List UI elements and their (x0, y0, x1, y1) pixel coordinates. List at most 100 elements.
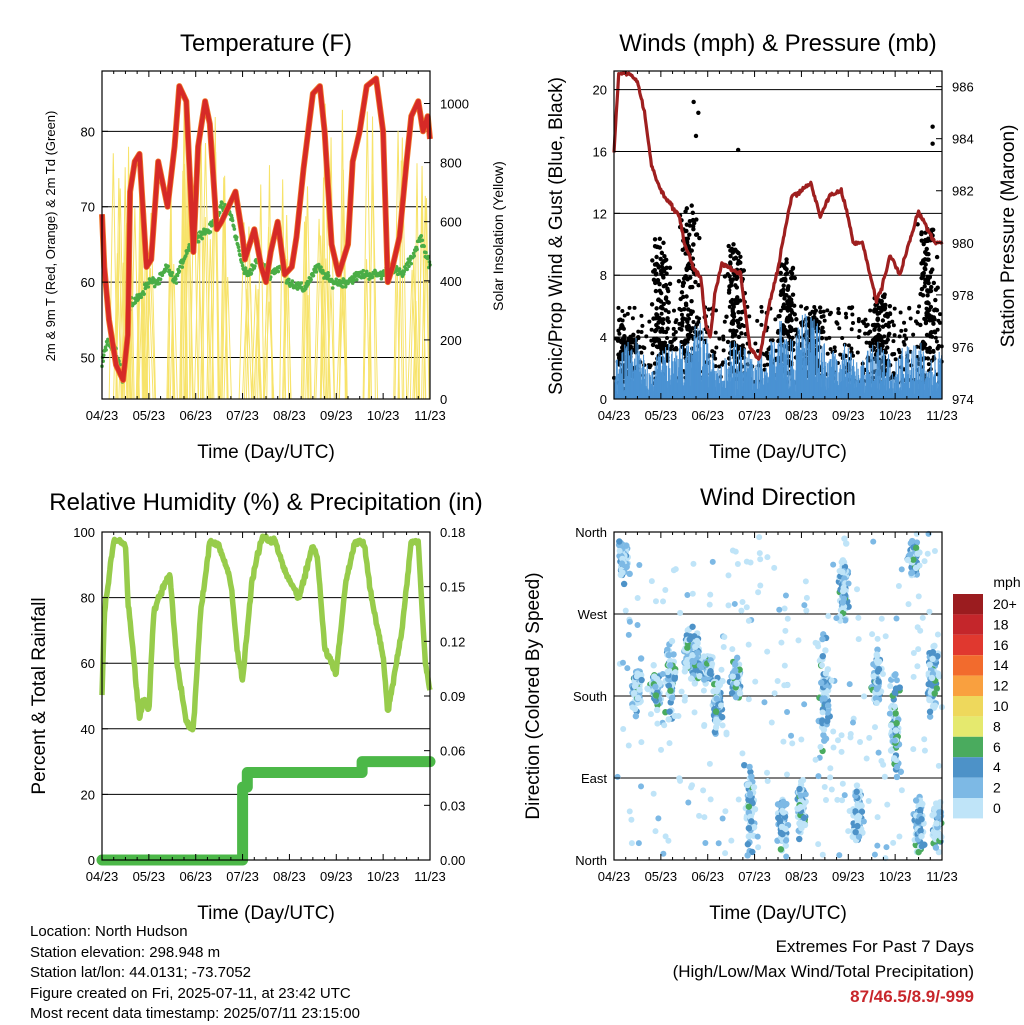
gust-point (925, 293, 930, 298)
gust-point (834, 320, 839, 325)
gust-point (923, 267, 928, 272)
direction-point (830, 561, 837, 568)
gust-point (930, 227, 936, 233)
dewpoint-point (350, 281, 355, 285)
direction-point (626, 570, 633, 578)
solar-insolation-spike (283, 258, 290, 400)
gust-point (919, 275, 924, 281)
gust-point (738, 254, 743, 260)
dewpoint-point (217, 210, 222, 215)
gust-point (653, 288, 659, 294)
gust-point (660, 273, 666, 278)
direction-point (620, 580, 628, 588)
gust-point (878, 299, 883, 304)
x-tick-label: 05/23 (645, 869, 678, 884)
gust-point (840, 335, 845, 340)
direction-point (822, 797, 829, 804)
x-tick-label: 04/23 (86, 408, 119, 423)
direction-point (828, 677, 835, 684)
direction-point (815, 841, 822, 848)
direction-point (795, 637, 802, 644)
direction-point (917, 806, 924, 814)
gust-point (654, 338, 659, 343)
gust-point (879, 308, 884, 314)
gust-point (820, 325, 825, 331)
dewpoint-point (177, 269, 182, 274)
gust-point (908, 316, 913, 321)
direction-point (881, 773, 888, 780)
gust-point (875, 316, 881, 321)
direction-point (618, 560, 626, 567)
gust-point (681, 294, 686, 300)
gust-point (908, 349, 913, 354)
gust-point (620, 318, 625, 323)
y-tick-label: North (575, 853, 607, 868)
direction-point (895, 582, 902, 589)
gust-point (784, 319, 789, 324)
direction-point (908, 569, 915, 576)
x-tick-label: 08/23 (273, 408, 306, 423)
direction-point (834, 737, 841, 744)
y-tick-label-right: 0.12 (440, 634, 465, 649)
direction-point (910, 673, 917, 680)
gust-point (694, 315, 699, 320)
y-axis-label-right: Solar Insolation (Yellow) (490, 161, 506, 311)
direction-point (788, 732, 795, 739)
direction-point (653, 706, 661, 714)
gust-point (790, 266, 795, 271)
gust-point (821, 329, 826, 334)
direction-point (638, 676, 645, 684)
direction-point (834, 796, 841, 803)
dewpoint-point (200, 236, 204, 241)
direction-point (685, 799, 692, 806)
gust-point (792, 275, 797, 281)
gust-point (617, 331, 622, 336)
direction-point (681, 697, 688, 704)
direction-point (854, 822, 861, 830)
direction-point (855, 813, 862, 820)
x-tick-label: 11/23 (926, 869, 958, 884)
solar-insolation-spike (245, 258, 254, 400)
dewpoint-point (319, 265, 323, 269)
gust-point (862, 321, 867, 326)
direction-point (815, 773, 822, 780)
gust-point (903, 328, 908, 333)
x-tick-label: 09/23 (832, 869, 865, 884)
legend-label: 4 (993, 759, 1001, 775)
gust-point (892, 352, 897, 357)
direction-point (694, 649, 701, 656)
direction-point (629, 704, 636, 711)
x-tick-label: 09/23 (320, 869, 353, 884)
dewpoint-point (409, 261, 414, 266)
gust-point (736, 334, 742, 340)
gust-point (636, 336, 641, 341)
gust-point (931, 280, 937, 286)
gust-point (713, 308, 718, 313)
x-tick-label: 05/23 (645, 408, 678, 423)
direction-point (919, 800, 926, 808)
gust-point (726, 290, 732, 295)
gust-point (891, 339, 896, 344)
gust-point (924, 310, 929, 316)
direction-point (915, 593, 922, 600)
x-tick-label: 06/23 (179, 869, 212, 884)
direction-point (689, 623, 696, 630)
gust-point (665, 318, 670, 323)
y-tick-label: 60 (81, 275, 95, 290)
direction-point (830, 744, 837, 751)
elevation-text: Station elevation: 298.948 m (30, 943, 221, 961)
direction-point (696, 812, 703, 819)
direction-point (754, 833, 761, 840)
direction-point (875, 678, 882, 685)
gust-point (686, 265, 691, 271)
dewpoint-point (174, 277, 178, 281)
direction-point (638, 739, 645, 746)
direction-point (892, 727, 900, 734)
temperature-2m-line (99, 76, 433, 383)
gust-point (694, 217, 699, 222)
y-tick-label: North (575, 525, 607, 540)
solar-insolation-spike (300, 221, 309, 400)
direction-point (926, 608, 933, 615)
y-axis-label: Direction (Colored By Speed) (523, 572, 544, 819)
gust-point (713, 364, 718, 369)
